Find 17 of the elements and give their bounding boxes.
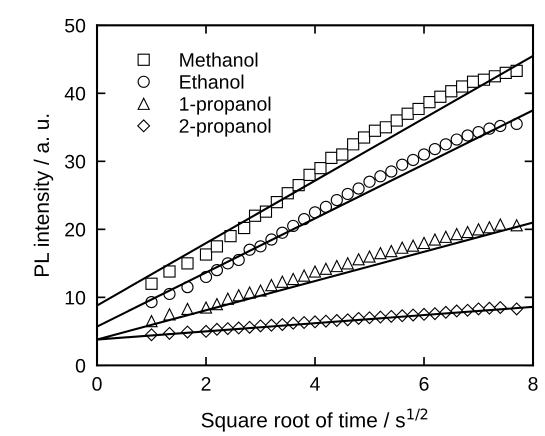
y-tick-label: 50 [65, 18, 86, 33]
x-tick-label: 6 [420, 376, 429, 391]
legend-label: 1-propanol [180, 96, 270, 115]
x-tick-label: 0 [92, 376, 102, 391]
y-tick-label: 40 [64, 86, 86, 101]
y-axis-title: PL intensity / a. u. [34, 114, 54, 276]
y-tick-label: 10 [66, 290, 86, 305]
y-tick-label: 20 [65, 222, 86, 237]
x-tick-label: 2 [202, 376, 210, 391]
legend-label: Ethanol [180, 74, 244, 89]
legend-label: 2-propanol [180, 118, 270, 137]
x-tick-label: 8 [528, 376, 538, 391]
legend-label: Methanol [180, 52, 258, 67]
y-tick-label: 0 [76, 358, 86, 373]
y-tick-label: 30 [65, 154, 86, 169]
x-tick-label: 4 [310, 377, 320, 391]
x-axis-title: Square root of time / s$^{1/2}$ [202, 408, 428, 432]
